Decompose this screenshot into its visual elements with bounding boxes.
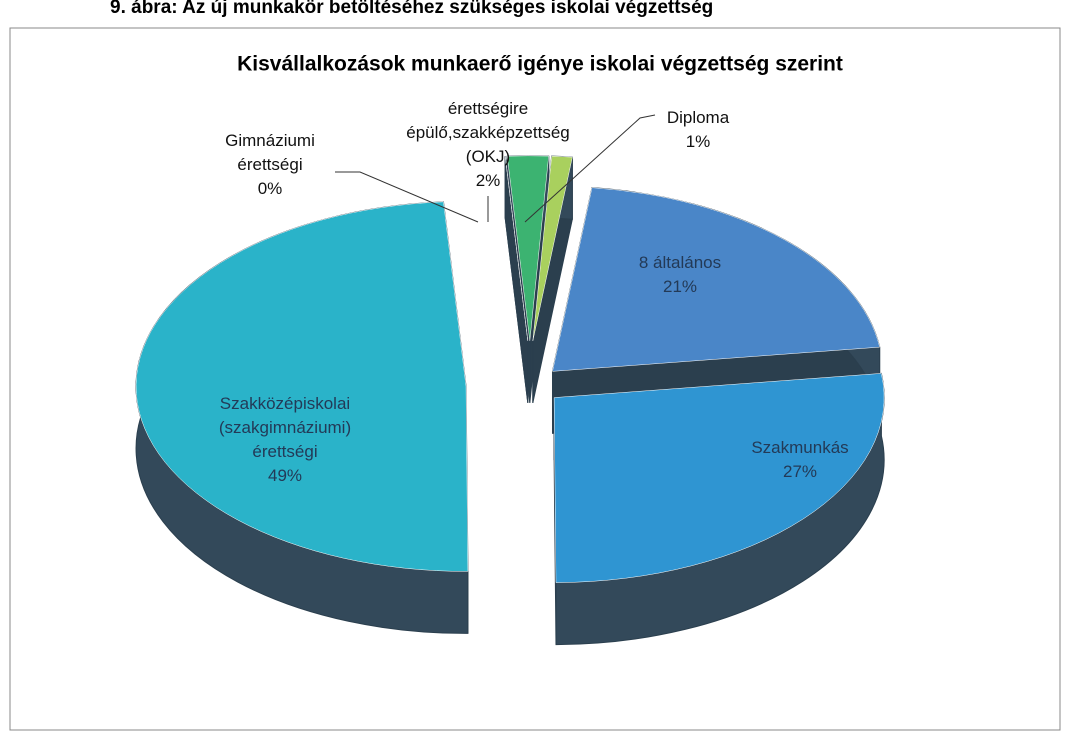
data-label: Gimnáziumi érettségi 0% bbox=[205, 129, 335, 201]
value-label: 27% bbox=[782, 462, 818, 481]
slice bbox=[553, 373, 885, 583]
data-label: Diploma 1% bbox=[638, 106, 758, 154]
slice bbox=[135, 201, 469, 572]
leader-line bbox=[524, 114, 656, 223]
slice bbox=[504, 156, 529, 341]
value-label: 2% bbox=[475, 171, 501, 190]
slice bbox=[552, 187, 880, 372]
chart-title: Kisvállalkozások munkaerő igénye iskolai… bbox=[237, 53, 843, 76]
value-label: 1% bbox=[685, 132, 711, 151]
leader-line bbox=[335, 171, 479, 223]
category-label: 8 általános bbox=[638, 253, 722, 272]
data-label: 8 általános 21% bbox=[585, 251, 775, 299]
value-label: 49% bbox=[267, 466, 303, 485]
slice bbox=[506, 155, 549, 341]
caption: 9. ábra: Az új munkakör betöltéséhez szü… bbox=[110, 0, 713, 18]
pie bbox=[135, 155, 885, 646]
category-label: érettségire épülő,szakképzettség (OKJ) bbox=[406, 99, 570, 166]
data-label: érettségire épülő,szakképzettség (OKJ) 2% bbox=[398, 97, 578, 193]
category-label: Diploma bbox=[666, 108, 730, 127]
data-label: Szakközépiskolai (szakgimnáziumi) éretts… bbox=[200, 392, 370, 488]
category-label: Szakmunkás bbox=[751, 438, 849, 457]
value-label: 0% bbox=[257, 179, 283, 198]
value-label: 21% bbox=[662, 277, 698, 296]
data-label: Szakmunkás 27% bbox=[725, 436, 875, 484]
category-label: Szakközépiskolai (szakgimnáziumi) éretts… bbox=[218, 394, 352, 461]
chart-frame bbox=[9, 27, 1061, 731]
category-label: Gimnáziumi érettségi bbox=[225, 131, 315, 174]
slice bbox=[532, 155, 573, 341]
